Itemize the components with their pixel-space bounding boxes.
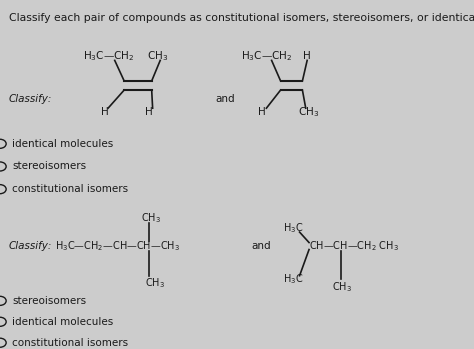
Text: and: and xyxy=(251,241,271,251)
Text: CH—CH—$\mathregular{CH_2}$ $\mathregular{CH_3}$: CH—CH—$\mathregular{CH_2}$ $\mathregular… xyxy=(309,239,399,253)
Text: H: H xyxy=(146,107,153,117)
Text: $\mathregular{CH_3}$: $\mathregular{CH_3}$ xyxy=(147,49,168,63)
Text: identical molecules: identical molecules xyxy=(12,139,114,149)
Text: constitutional isomers: constitutional isomers xyxy=(12,184,128,194)
Text: $\mathregular{H_3C}$: $\mathregular{H_3C}$ xyxy=(283,272,304,286)
Text: Classify:: Classify: xyxy=(9,95,52,104)
Text: $\mathregular{H_3C}$: $\mathregular{H_3C}$ xyxy=(283,222,304,236)
Text: and: and xyxy=(216,95,235,104)
Text: $\mathregular{CH_3}$: $\mathregular{CH_3}$ xyxy=(298,105,319,119)
Text: Classify each pair of compounds as constitutional isomers, stereoisomers, or ide: Classify each pair of compounds as const… xyxy=(9,13,474,23)
Text: Classify:: Classify: xyxy=(9,241,52,251)
Text: $\mathregular{CH_3}$: $\mathregular{CH_3}$ xyxy=(145,276,164,290)
Text: constitutional isomers: constitutional isomers xyxy=(12,338,128,348)
Text: $\mathregular{H_3C}$—$\mathregular{CH_2}$: $\mathregular{H_3C}$—$\mathregular{CH_2}… xyxy=(83,49,135,63)
Text: H: H xyxy=(258,107,266,117)
Text: $\mathregular{H_3C}$—$\mathregular{CH_2}$—CH—CH—$\mathregular{CH_3}$: $\mathregular{H_3C}$—$\mathregular{CH_2}… xyxy=(55,239,180,253)
Text: H: H xyxy=(303,51,311,61)
Text: stereoisomers: stereoisomers xyxy=(12,296,86,306)
Text: $\mathregular{H_3C}$—$\mathregular{CH_2}$: $\mathregular{H_3C}$—$\mathregular{CH_2}… xyxy=(241,49,292,63)
Text: stereoisomers: stereoisomers xyxy=(12,162,86,171)
Text: $\mathregular{CH_3}$: $\mathregular{CH_3}$ xyxy=(141,211,161,225)
Text: H: H xyxy=(101,107,109,117)
Text: identical molecules: identical molecules xyxy=(12,317,114,327)
Text: $\mathregular{CH_3}$: $\mathregular{CH_3}$ xyxy=(332,280,352,294)
